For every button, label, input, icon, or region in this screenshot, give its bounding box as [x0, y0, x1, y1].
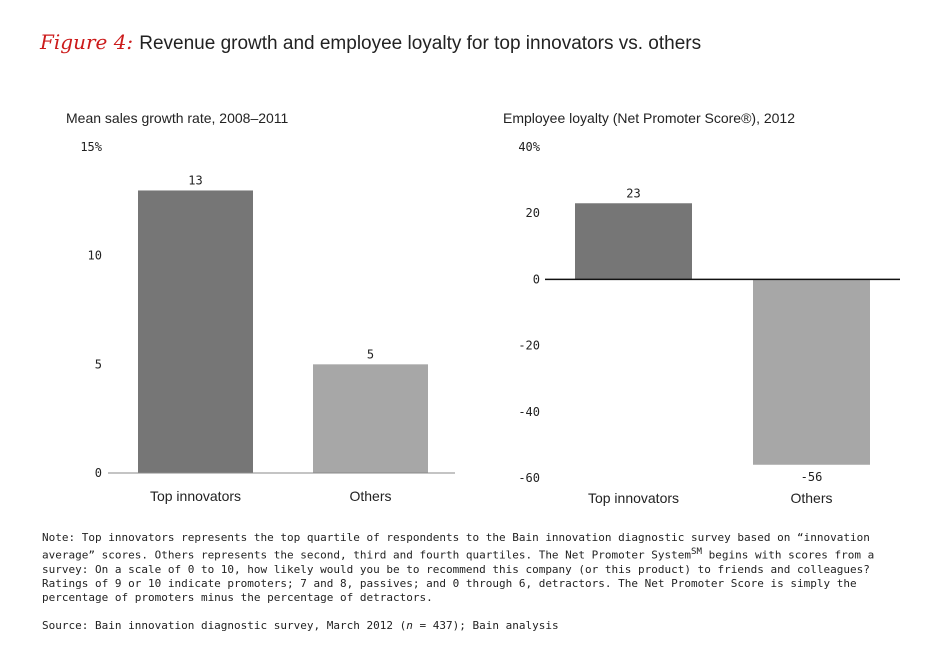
figure-title: Figure 4: Revenue growth and employee lo… — [40, 30, 701, 55]
note-superscript: SM — [691, 546, 703, 557]
bar-top-innovators — [575, 203, 692, 280]
y-tick-label: 10 — [88, 249, 102, 263]
y-tick-label: 0 — [95, 466, 102, 480]
y-tick-label: 15% — [80, 140, 102, 154]
data-label: -56 — [801, 470, 823, 484]
source-n-symbol: n — [406, 618, 413, 632]
chart-title: Employee loyalty (Net Promoter Score®), … — [503, 110, 795, 126]
source-prefix: Source: Bain innovation diagnostic surve… — [42, 618, 407, 632]
y-tick-label: 40% — [518, 140, 540, 154]
data-label: 23 — [626, 186, 640, 200]
y-tick-label: -60 — [518, 471, 540, 485]
y-tick-label: -20 — [518, 339, 540, 353]
figure-label: Figure 4: — [40, 30, 134, 54]
note-text: Note: Top innovators represents the top … — [42, 531, 922, 605]
category-label: Others — [349, 488, 391, 504]
chart-title: Mean sales growth rate, 2008–2011 — [66, 110, 289, 126]
category-label: Top innovators — [588, 490, 679, 506]
figure-title-text: Revenue growth and employee loyalty for … — [139, 33, 702, 54]
bar-others — [313, 364, 428, 473]
data-label: 5 — [367, 347, 374, 361]
category-label: Others — [790, 490, 832, 506]
bar-top-innovators — [138, 190, 253, 473]
bar-others — [753, 279, 870, 465]
source-suffix: = 437); Bain analysis — [412, 618, 559, 632]
footnotes: Note: Top innovators represents the top … — [42, 531, 922, 633]
data-label: 13 — [188, 173, 202, 187]
y-tick-label: 20 — [526, 206, 540, 220]
note-part-1: Note: Top innovators represents the top … — [42, 531, 870, 562]
y-tick-label: 5 — [95, 357, 102, 371]
y-tick-label: 0 — [533, 272, 540, 286]
source-text: Source: Bain innovation diagnostic surve… — [42, 619, 922, 633]
note-part-2: begins with scores from a survey: On a s… — [42, 548, 875, 604]
y-tick-label: -40 — [518, 405, 540, 419]
category-label: Top innovators — [150, 488, 241, 504]
